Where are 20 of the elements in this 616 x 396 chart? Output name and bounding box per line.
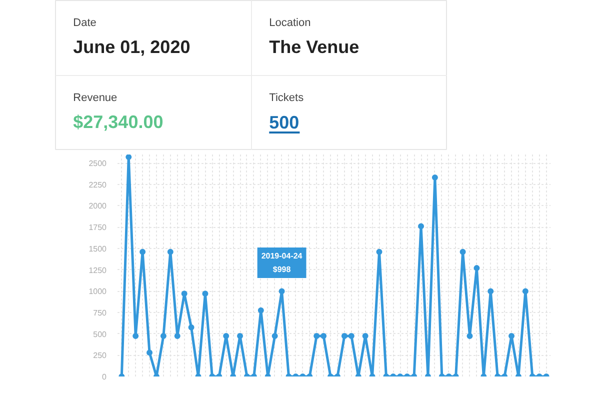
- y-tick-label: 2000: [88, 202, 108, 211]
- y-tick-label: 0: [102, 372, 108, 382]
- y-tick-label: 1750: [88, 223, 108, 232]
- text: 500: [269, 112, 300, 132]
- text: The Venue: [269, 37, 360, 57]
- annotation: 2019-04-24 $998: [261, 251, 303, 274]
- y-tick-label: 1500: [88, 244, 108, 254]
- y-tick-label: 2250: [88, 180, 108, 190]
- y-tick-label: 500: [93, 330, 108, 339]
- text: Location: [269, 17, 311, 29]
- text: Date: [73, 17, 96, 29]
- y-tick-label: 250: [93, 351, 108, 360]
- text: June 01, 2020: [73, 37, 190, 57]
- y-tick-label: 1000: [88, 287, 108, 296]
- y-tick-label: 750: [93, 308, 108, 318]
- y-tick-label: 1250: [88, 266, 108, 275]
- text: Tickets: [269, 92, 304, 104]
- text: Revenue: [73, 92, 118, 104]
- y-tick-label: 2500: [88, 159, 108, 168]
- text: $27,340.00: [73, 112, 164, 132]
